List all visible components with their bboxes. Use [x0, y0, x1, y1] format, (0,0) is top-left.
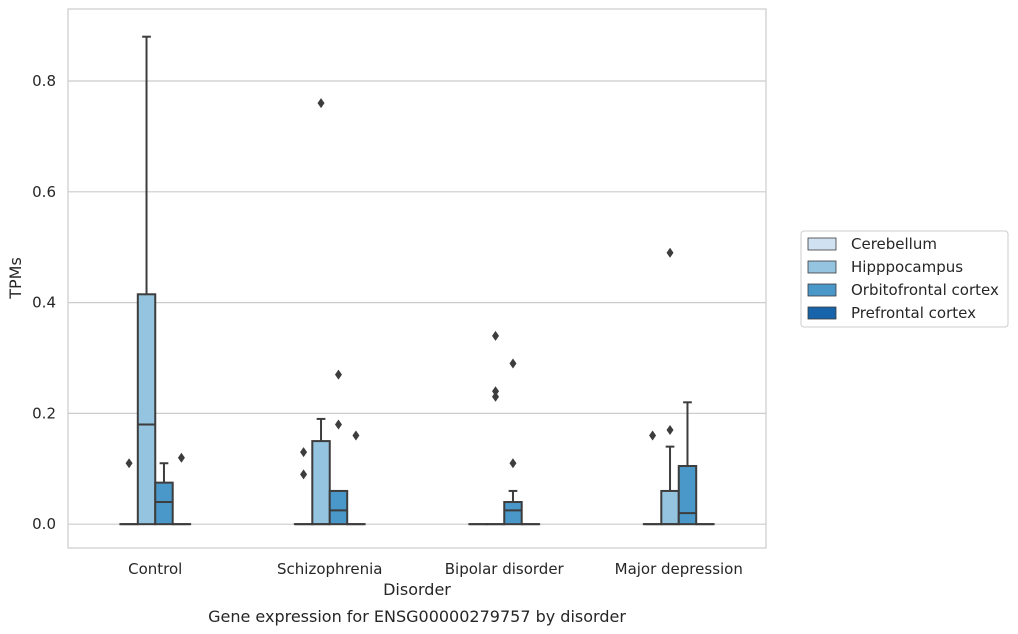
outlier-point	[492, 391, 500, 402]
legend-label-cerebellum: Cerebellum	[851, 235, 937, 253]
legend-swatch-cerebellum	[807, 237, 837, 251]
outlier-point	[317, 98, 325, 109]
chart-caption: Gene expression for ENSG00000279757 by d…	[208, 607, 626, 626]
x-tick-label-major-depression: Major depression	[615, 560, 743, 578]
box-schizophrenia-prefrontal-cortex	[346, 430, 366, 526]
y-tick-label: 0.0	[32, 515, 56, 533]
box-control-orbitofrontal-cortex	[154, 462, 174, 526]
box-iqr	[660, 489, 680, 526]
legend-label-prefrontal-cortex: Prefrontal cortex	[851, 304, 976, 322]
outlier-point	[492, 330, 500, 341]
box-iqr	[311, 440, 331, 526]
box-iqr	[328, 489, 349, 526]
y-tick-labels: 0.0 0.2 0.4 0.6 0.8	[32, 72, 56, 533]
outlier-point	[300, 469, 308, 480]
gridlines	[68, 80, 766, 525]
box-schizophrenia-hipppocampus	[311, 98, 331, 526]
box-iqr	[677, 465, 698, 526]
outlier-point	[352, 430, 360, 441]
legend-label-orbitofrontal-cortex: Orbitofrontal cortex	[851, 281, 999, 299]
legend-label-hipppocampus: Hipppocampus	[851, 258, 963, 276]
x-tick-labels: Control Schizophrenia Bipolar disorder Majo…	[128, 560, 743, 578]
legend-swatch-hipppocampus	[807, 260, 837, 274]
outlier-point	[666, 247, 674, 258]
box-groups	[119, 35, 715, 526]
outlier-point	[334, 369, 342, 380]
x-tick-label-schizophrenia: Schizophrenia	[277, 560, 382, 578]
box-control-hipppocampus	[136, 35, 157, 526]
box-schizophrenia-cerebellum	[293, 447, 314, 526]
box-bipolar-disorder-orbitofrontal-cortex	[503, 358, 523, 526]
outlier-point	[509, 458, 517, 469]
box-bipolar-disorder-hipppocampus	[485, 330, 506, 526]
outlier-point	[300, 447, 308, 458]
box-major-depression-cerebellum	[642, 430, 663, 526]
outlier-point	[492, 386, 500, 397]
y-tick-label: 0.4	[32, 294, 56, 312]
box-iqr	[136, 293, 157, 526]
box-iqr	[503, 501, 523, 526]
box-major-depression-orbitofrontal-cortex	[677, 401, 698, 526]
x-tick-label-control: Control	[128, 560, 182, 578]
box-major-depression-hipppocampus	[660, 247, 680, 526]
box-control-prefrontal-cortex	[171, 452, 192, 526]
box-schizophrenia-orbitofrontal-cortex	[328, 369, 349, 526]
outlier-point	[649, 430, 657, 441]
outlier-point	[666, 425, 674, 436]
x-axis-title: Disorder	[383, 580, 451, 599]
y-tick-label: 0.8	[32, 72, 56, 90]
outlier-point	[125, 458, 133, 469]
outlier-point	[177, 452, 185, 463]
y-tick-label: 0.2	[32, 404, 56, 422]
legend-swatch-prefrontal-cortex	[807, 306, 837, 320]
plot-area-frame	[67, 8, 767, 549]
outlier-point	[334, 419, 342, 430]
y-axis-title: TPMs	[6, 257, 25, 300]
box-control-cerebellum	[119, 458, 139, 526]
legend: Cerebellum Hipppocampus Orbitofrontal co…	[800, 230, 1009, 328]
x-tick-label-bipolar-disorder: Bipolar disorder	[445, 560, 565, 578]
y-tick-label: 0.6	[32, 183, 56, 201]
box-iqr	[154, 481, 174, 526]
legend-swatch-orbitofrontal-cortex	[807, 283, 837, 297]
legend-frame	[800, 230, 1009, 328]
outlier-point	[509, 358, 517, 369]
